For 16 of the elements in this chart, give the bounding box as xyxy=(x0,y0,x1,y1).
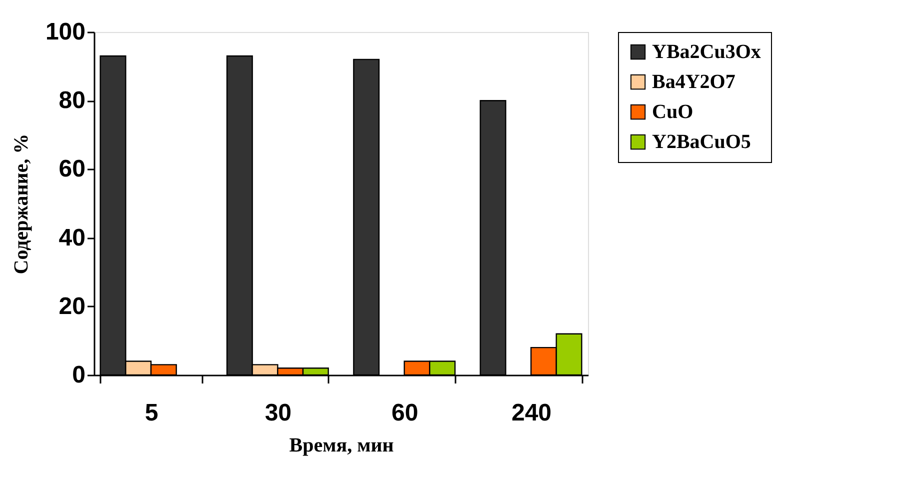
legend-label: CuO xyxy=(652,101,694,123)
x-tick-label: 30 xyxy=(264,400,292,426)
y-tick-label: 100 xyxy=(45,18,86,46)
y-tick-label: 0 xyxy=(72,362,86,388)
legend-label: Ba4Y2O7 xyxy=(652,71,736,93)
x-axis-title: Время, мин xyxy=(289,434,394,456)
x-tick-label: 60 xyxy=(391,400,418,426)
legend-label: YBa2Cu3Ox xyxy=(652,41,761,63)
y-tick-label: 60 xyxy=(58,156,86,183)
y-tick-label: 20 xyxy=(58,292,86,320)
y-tick-label: 40 xyxy=(58,224,86,252)
y-axis-title: Содержание, % xyxy=(10,134,32,274)
x-tick-label: 240 xyxy=(511,400,552,426)
legend-label: Y2BaCuO5 xyxy=(652,131,751,153)
y-tick-label: 80 xyxy=(58,87,86,114)
x-tick-label: 5 xyxy=(144,400,158,426)
